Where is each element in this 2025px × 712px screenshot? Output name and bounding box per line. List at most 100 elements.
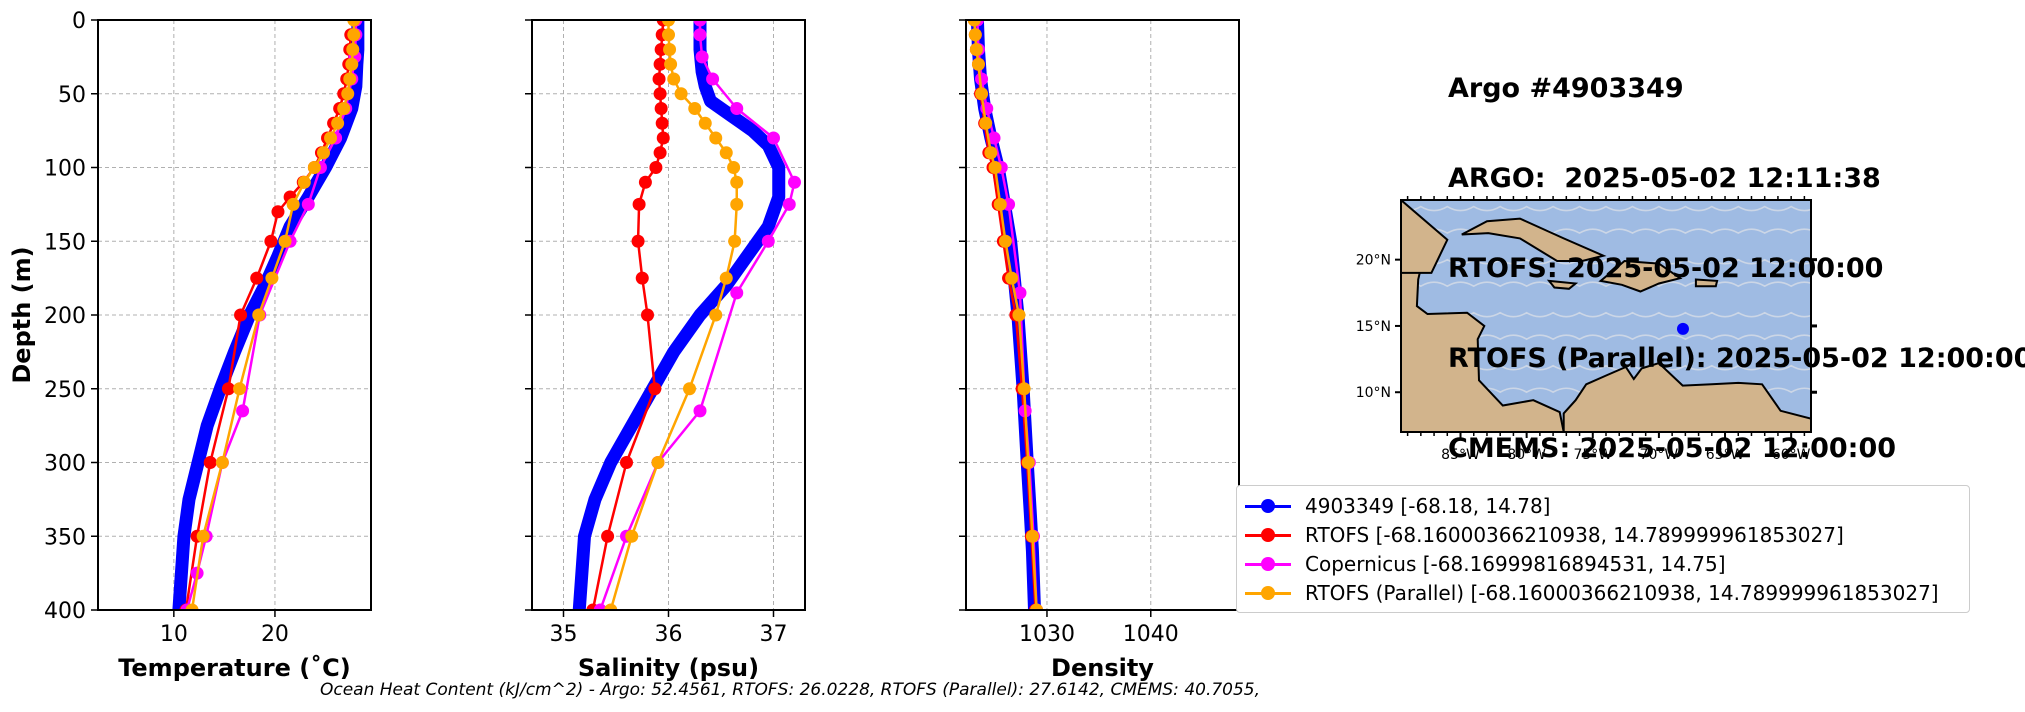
series-point-rtofs-parallel — [662, 28, 675, 42]
series-point-rtofs-parallel — [993, 197, 1007, 211]
info-argo-time: ARGO: 2025-05-02 12:11:38 — [1448, 163, 1881, 194]
y-tick-label: 150 — [44, 230, 86, 255]
x-tick-label: 37 — [760, 622, 788, 647]
info-rtofs-parallel-time: RTOFS (Parallel): 2025-05-02 12:00:00 — [1448, 343, 2025, 374]
legend-swatch-argo — [1245, 496, 1291, 516]
x-tick-label: 10 — [160, 622, 188, 647]
y-axis-label: Depth (m) — [8, 246, 36, 383]
land-south-america — [1562, 361, 1811, 432]
series-point-copernicus — [693, 28, 707, 42]
legend: 4903349 [-68.18, 14.78] RTOFS [-68.16000… — [1236, 485, 1970, 613]
series-point-rtofs-parallel — [968, 28, 982, 42]
land-hispaniola — [1598, 259, 1683, 293]
y-tick-label: 50 — [58, 83, 86, 108]
map-lat-label: 10°N — [1356, 385, 1391, 401]
map-lon-label: 80°W — [1507, 447, 1546, 463]
series-point-copernicus — [693, 404, 707, 418]
legend-swatch-copernicus — [1245, 554, 1291, 574]
series-point-rtofs-parallel — [664, 57, 678, 71]
legend-item-copernicus: Copernicus [-68.16999816894531, 14.75] — [1245, 550, 1726, 578]
series-point-rtofs-parallel — [1017, 382, 1031, 396]
series-point-rtofs-parallel — [252, 308, 266, 322]
legend-swatch-rtofs-parallel — [1245, 583, 1291, 603]
y-tick-label: 300 — [44, 452, 86, 477]
ohc-footer: Ocean Heat Content (kJ/cm^2) - Argo: 52.… — [319, 680, 1261, 700]
legend-label-rtofs-parallel: RTOFS (Parallel) [-68.16000366210938, 14… — [1305, 581, 1939, 605]
series-point-copernicus — [730, 102, 744, 115]
series-point-rtofs — [655, 116, 669, 130]
series-point-copernicus — [761, 234, 775, 248]
info-title: Argo #4903349 — [1448, 73, 1684, 104]
series-point-rtofs-parallel — [324, 131, 338, 145]
current-streamline — [1401, 281, 1811, 288]
series-point-copernicus — [782, 197, 796, 211]
series-point-rtofs — [641, 308, 654, 322]
series-point-rtofs-parallel — [307, 161, 321, 174]
map-lon-label: 60°W — [1772, 447, 1811, 463]
series-point-rtofs-parallel — [728, 234, 742, 248]
land-cuba — [1461, 217, 1607, 262]
series-point-rtofs-parallel — [346, 43, 360, 56]
series-point-rtofs-parallel — [343, 72, 357, 86]
series-point-rtofs — [264, 234, 278, 248]
current-streamline — [1401, 205, 1811, 212]
series-point-copernicus — [1013, 286, 1027, 300]
x-tick-label: 20 — [261, 622, 289, 647]
legend-item-argo: 4903349 [-68.18, 14.78] — [1245, 492, 1550, 520]
series-point-rtofs — [221, 382, 235, 396]
series-point-rtofs-parallel — [316, 146, 330, 160]
series-point-rtofs-parallel — [233, 382, 247, 396]
series-point-rtofs-parallel — [719, 146, 733, 160]
land-jamaica — [1546, 279, 1579, 290]
series-point-rtofs — [234, 308, 248, 322]
series-point-rtofs — [653, 57, 667, 71]
series-point-copernicus — [693, 20, 707, 27]
series-point-copernicus — [767, 131, 780, 145]
legend-label-copernicus: Copernicus [-68.16999816894531, 14.75] — [1305, 552, 1726, 576]
series-point-copernicus — [730, 286, 744, 300]
inset-map: 85°W 80°W 75°W 70°W 65°W 60°W 20°N 15°N 10°N — [1356, 196, 1817, 463]
panel-3: 1030 1040 Density — [959, 19, 1240, 682]
series-point-rtofs-parallel — [1021, 456, 1035, 469]
series-point-rtofs-parallel — [709, 131, 723, 145]
series-point-copernicus — [706, 72, 720, 86]
series-point-rtofs — [638, 175, 652, 189]
info-cmems-time: CMEMS: 2025-05-02 12:00:00 — [1448, 433, 1897, 464]
series-point-rtofs-parallel — [604, 603, 618, 610]
y-tick-label: 350 — [44, 525, 86, 550]
series-point-rtofs-parallel — [265, 271, 279, 285]
series-point-rtofs-parallel — [730, 175, 744, 189]
series-line-rtofs — [184, 34, 353, 610]
current-streamline — [1401, 228, 1811, 235]
series-point-rtofs — [649, 161, 663, 174]
series-point-copernicus — [236, 404, 250, 418]
series-point-rtofs-parallel — [286, 197, 300, 211]
legend-label-argo: 4903349 [-68.18, 14.78] — [1305, 494, 1551, 518]
series-point-rtofs — [653, 146, 667, 160]
series-point-rtofs-parallel — [688, 102, 702, 115]
series-point-rtofs-parallel — [297, 175, 311, 189]
series-point-rtofs-parallel — [215, 456, 229, 469]
x-tick-label: 1030 — [1019, 622, 1075, 647]
series-point-rtofs-parallel — [347, 20, 361, 27]
series-point-rtofs-parallel — [662, 20, 675, 27]
series-point-rtofs — [652, 72, 666, 86]
series-point-rtofs-parallel — [347, 28, 361, 42]
y-tick-label: 200 — [44, 304, 86, 329]
series-point-rtofs-parallel — [698, 116, 712, 130]
series-point-rtofs — [601, 529, 615, 543]
float-position-marker — [1676, 322, 1689, 335]
series-point-rtofs-parallel — [984, 146, 998, 160]
series-point-rtofs — [203, 456, 217, 469]
series-point-rtofs-parallel — [979, 116, 993, 130]
current-streamline — [1401, 258, 1811, 265]
map-lon-label: 65°W — [1706, 447, 1745, 463]
legend-item-rtofs: RTOFS [-68.16000366210938, 14.7899999618… — [1245, 521, 1844, 549]
series-point-rtofs-parallel — [730, 197, 744, 211]
series-point-rtofs-parallel — [709, 308, 723, 322]
series-point-rtofs-parallel — [625, 529, 639, 543]
series-point-rtofs-parallel — [1012, 308, 1026, 322]
profile-info-block: Argo #4903349 ARGO: 2025-05-02 12:11:38 … — [1448, 14, 2025, 494]
